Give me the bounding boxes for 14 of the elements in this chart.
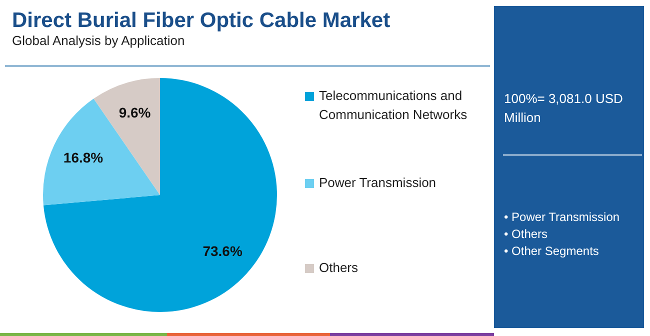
text: • Other Segments: [504, 244, 599, 258]
legend-label: Telecommunications and Communication Networks: [319, 88, 468, 122]
text: 100%= 3,081.0 USD Million: [504, 91, 623, 125]
data-label: 16.8%: [63, 150, 104, 166]
data-label: 9.6%: [118, 104, 152, 121]
text: • Others: [504, 227, 548, 241]
pie-slice: [43, 98, 160, 206]
chart-subtitle: Global Analysis by Application: [12, 33, 185, 48]
text: • Power Transmission: [504, 210, 620, 224]
data-label: 73.6%: [202, 242, 243, 259]
legend-label: Power Transmission: [319, 175, 436, 190]
chart-title: Direct Burial Fiber Optic Cable Market: [12, 9, 390, 32]
legend-label: Others: [319, 260, 359, 275]
pie-slice: [43, 78, 277, 312]
